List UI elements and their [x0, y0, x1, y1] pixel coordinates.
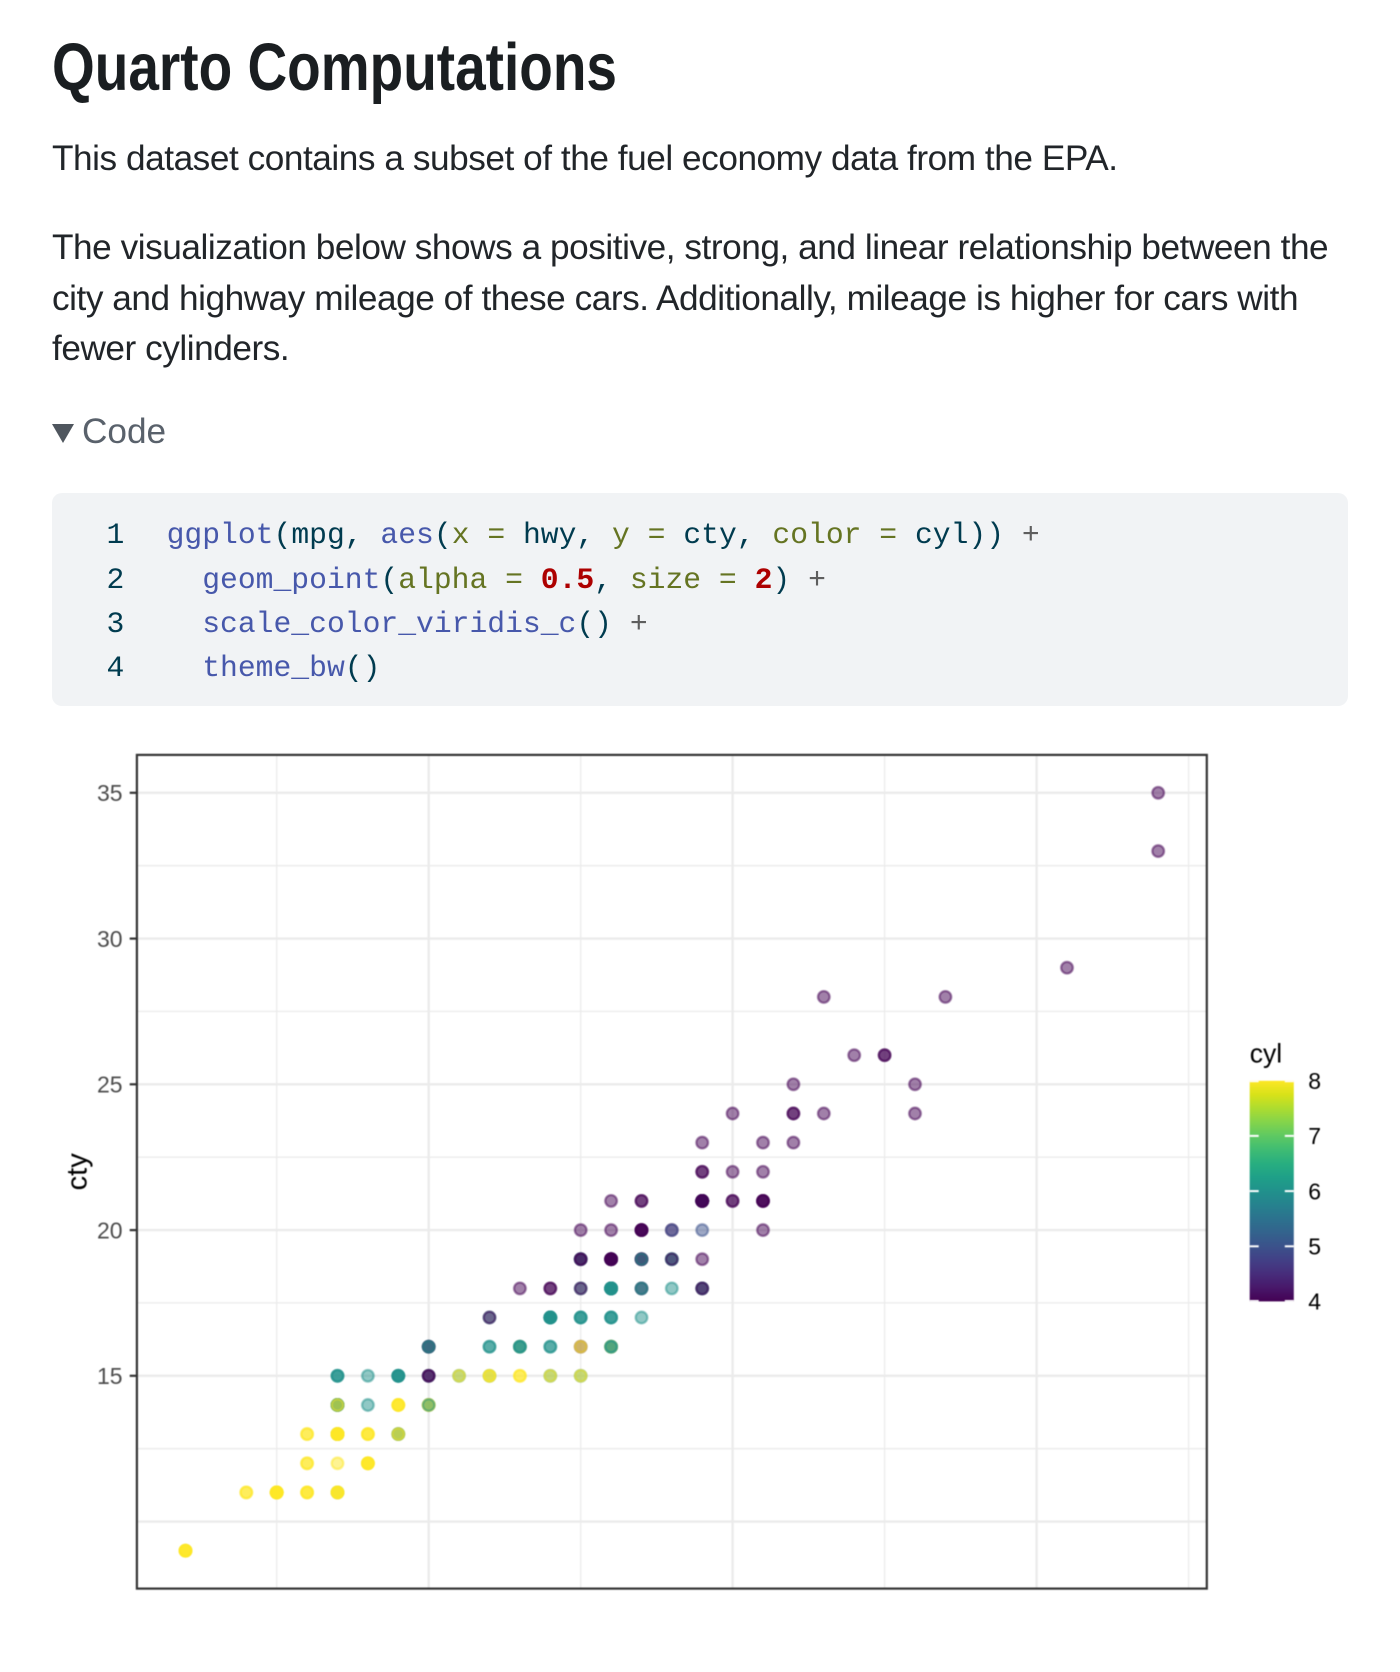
svg-text:8: 8: [1308, 1068, 1321, 1094]
svg-text:cyl: cyl: [1250, 1039, 1282, 1069]
svg-text:20: 20: [97, 1217, 123, 1243]
svg-text:30: 30: [97, 926, 123, 952]
svg-text:25: 25: [97, 1072, 123, 1098]
svg-text:4: 4: [1308, 1289, 1321, 1315]
svg-text:7: 7: [1308, 1123, 1321, 1149]
svg-text:6: 6: [1308, 1178, 1321, 1204]
svg-text:cty: cty: [62, 1153, 94, 1191]
svg-text:35: 35: [97, 780, 123, 806]
svg-text:5: 5: [1308, 1234, 1321, 1260]
svg-text:15: 15: [97, 1363, 123, 1389]
